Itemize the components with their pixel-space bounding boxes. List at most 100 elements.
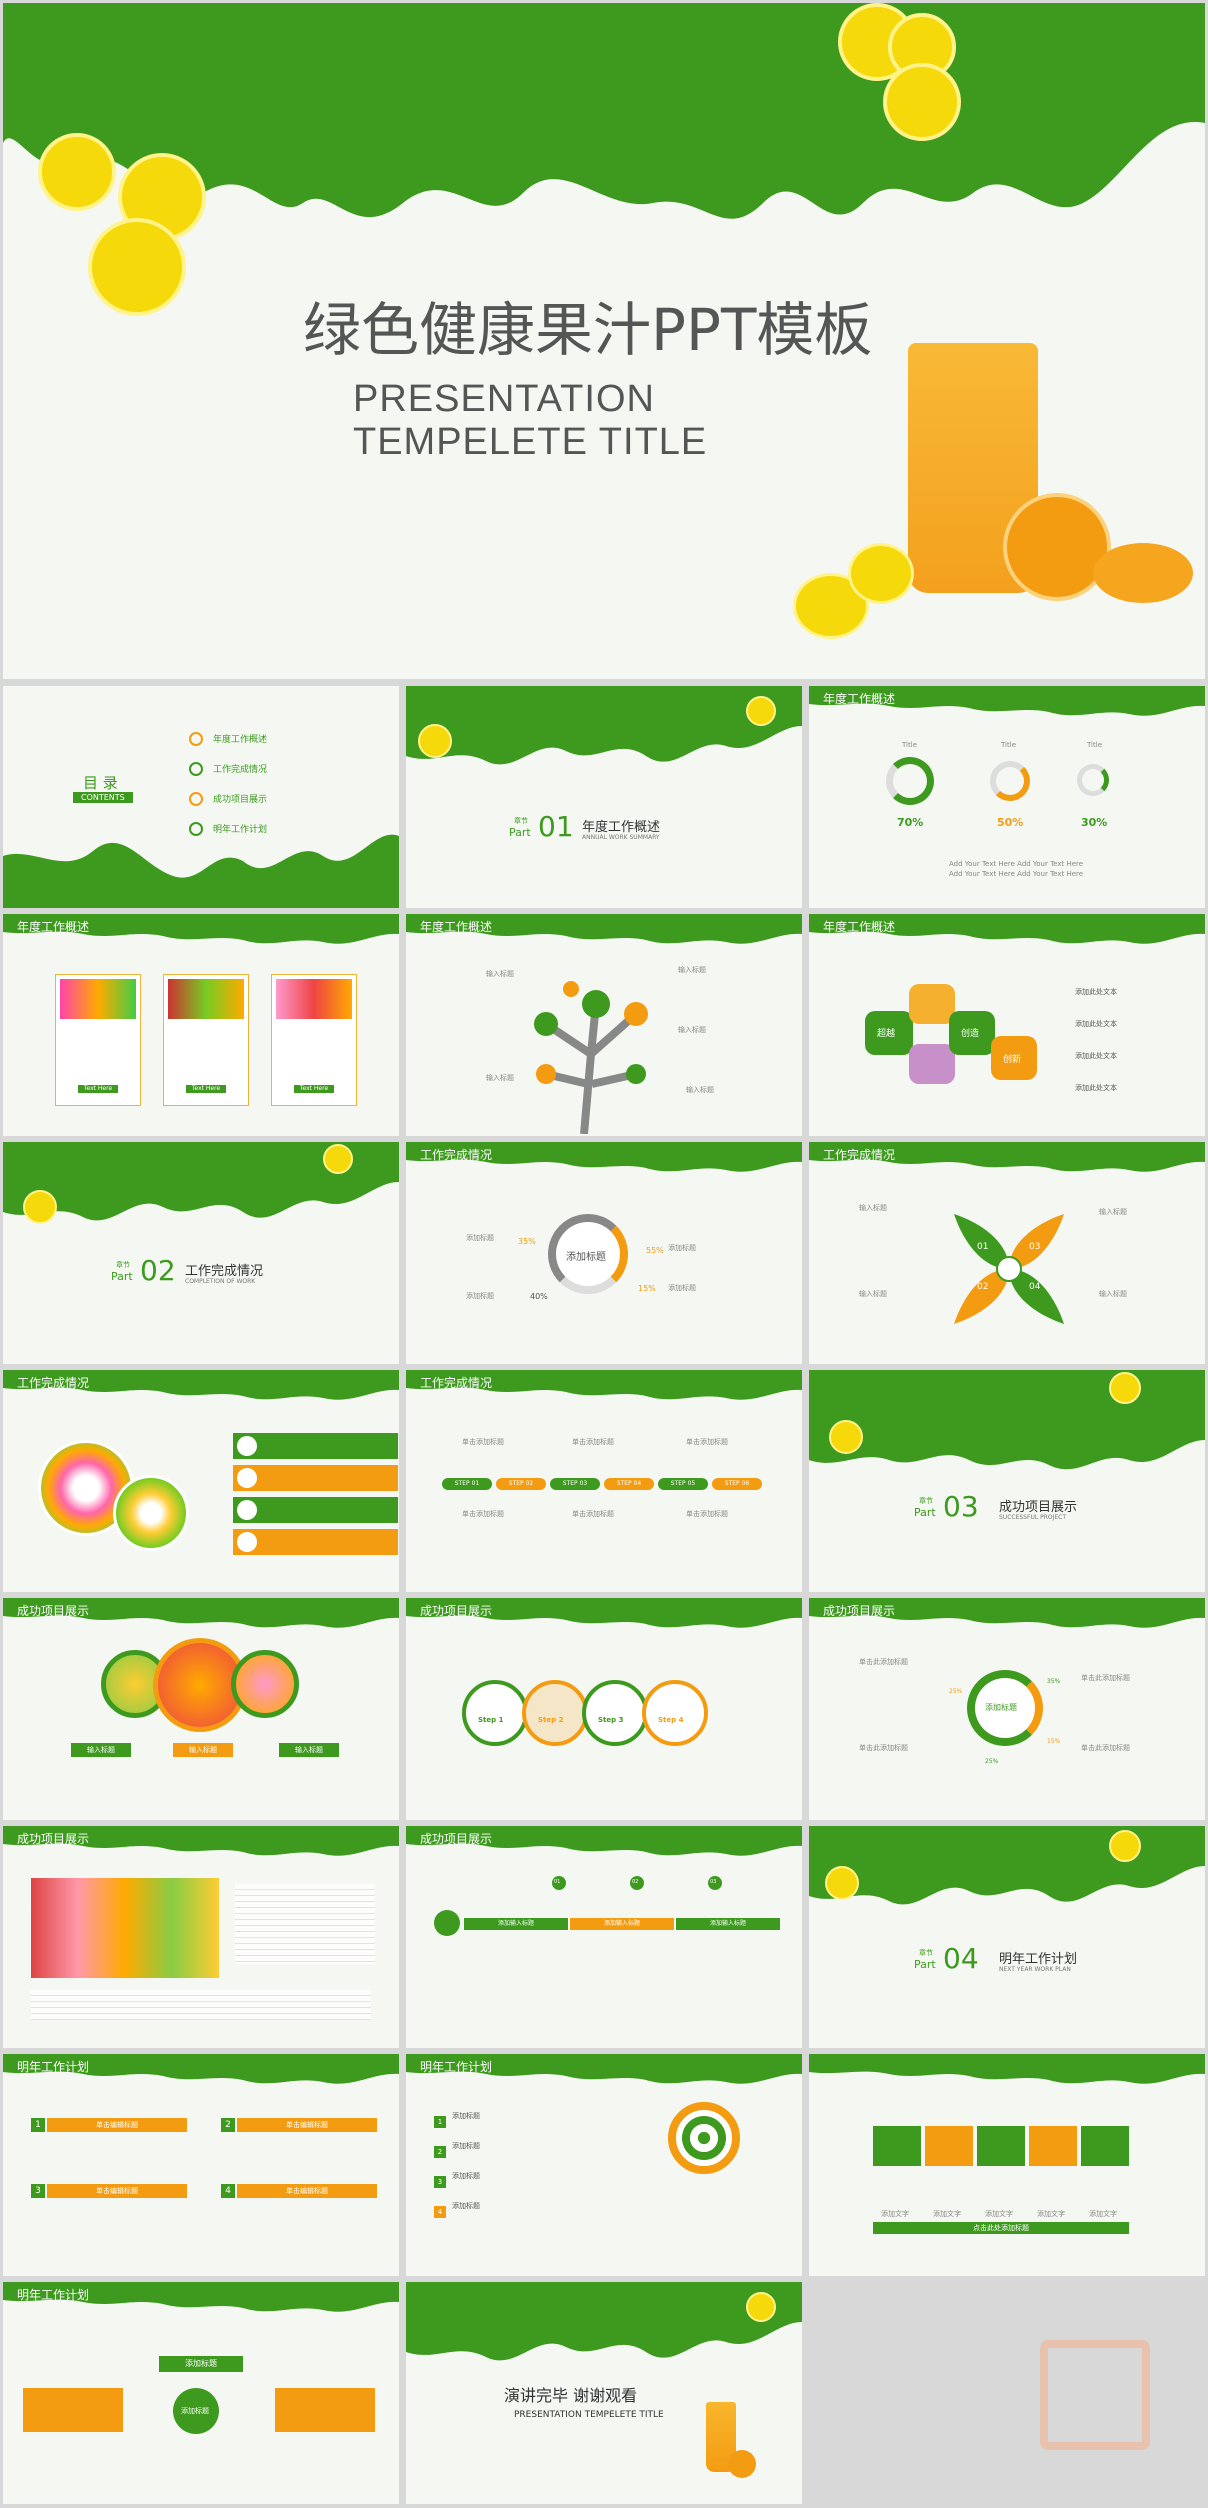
cover-subtitle: PRESENTATION TEMPELETE TITLE (353, 378, 708, 463)
steps-slide[interactable]: 工作完成情况 STEP 01 STEP 02 STEP 03 STEP 04 S… (406, 1370, 802, 1592)
lemon-slice-icon (38, 133, 116, 211)
tree-slide[interactable]: 年度工作概述 输入标题 输入标题 输入标题 输入标题 输入标题 (406, 914, 802, 1136)
hex-item: 添加此处文本 (1075, 1084, 1117, 1092)
clover-label: 输入标题 (1099, 1290, 1127, 1298)
flow-slide[interactable]: 明年工作计划 添加标题 添加标题 (3, 2282, 399, 2504)
timeline-tag-text: 02 (632, 1879, 639, 1885)
hub-label: 单击此添加标题 (1081, 1744, 1130, 1752)
timeline-tag-text: 03 (710, 1879, 717, 1885)
hub-pct: 15% (1047, 1738, 1061, 1745)
step-pill: STEP 04 (604, 1478, 654, 1490)
card-button[interactable]: Text Here (186, 1085, 226, 1093)
donut-label: 添加标题 (466, 1234, 494, 1242)
green-wave-top (406, 1826, 802, 1856)
section-02-slide[interactable]: 章节 Part 02 工作完成情况 COMPLETION OF WORK (3, 1142, 399, 1364)
green-wave-top (406, 1370, 802, 1400)
hub-pct: 25% (985, 1758, 999, 1765)
timeline-slide[interactable]: 成功项目展示 添加输入标题 添加输入标题 添加输入标题 01 02 03 (406, 1826, 802, 2048)
plan4-slide[interactable]: 明年工作计划 1 单击编辑标题 2 单击编辑标题 3 单击编辑标题 4 单击编辑… (3, 2054, 399, 2276)
step-pill: STEP 01 (442, 1478, 492, 1490)
section-num: 04 (943, 1942, 979, 1975)
icon-label: 添加文字 (985, 2210, 1013, 2218)
juice-photo (909, 1044, 955, 1084)
plan-num: 1 (31, 2118, 45, 2132)
flow-box (23, 2388, 123, 2432)
card-button[interactable]: Text Here (294, 1085, 334, 1093)
target-num: 1 (434, 2116, 446, 2128)
donut-label: 添加标题 (668, 1284, 696, 1292)
section-part: Part (509, 826, 531, 839)
donut-pct: 40% (530, 1292, 548, 1301)
slide-header: 成功项目展示 (823, 1604, 896, 1618)
ending-slide[interactable]: 演讲完毕 谢谢观看 PRESENTATION TEMPELETE TITLE (406, 2282, 802, 2504)
hub-pct: 25% (949, 1688, 963, 1695)
green-wave-top (406, 1142, 802, 1172)
section-num: 01 (538, 810, 574, 843)
contents-item[interactable]: 明年工作计划 (213, 825, 268, 835)
green-wave-top (406, 2282, 802, 2361)
hub-label: 单击此添加标题 (859, 1658, 908, 1666)
circles3-slide[interactable]: 成功项目展示 输入标题 输入标题 输入标题 (3, 1598, 399, 1820)
rings-slide[interactable]: 年度工作概述 Title Title Title 70% 50% 30% Add… (809, 686, 1205, 908)
flow-center (173, 2388, 219, 2434)
contents-slide[interactable]: 目 录 CONTENTS 年度工作概述 工作完成情况 成功项目展示 明年工作计划 (3, 686, 399, 908)
item-dot-icon (189, 822, 203, 836)
lemon-slice-icon (23, 1190, 57, 1224)
hex-slide[interactable]: 年度工作概述 超越 创造 创新 添加此处文本 添加此处文本 添加此处文本 添加此… (809, 914, 1205, 1136)
target-slide[interactable]: 明年工作计划 1 2 3 4 添加标题 添加标题 添加标题 添加标题 (406, 2054, 802, 2276)
stepflow-slide[interactable]: 成功项目展示 Step 1 Step 2 Step 3 Step 4 (406, 1598, 802, 1820)
icon-box (1029, 2126, 1077, 2166)
slide-header: 工作完成情况 (420, 1148, 493, 1162)
section-title: 年度工作概述 (582, 820, 661, 835)
section-04-slide[interactable]: 章节 Part 04 明年工作计划 NEXT YEAR WORK PLAN (809, 1826, 1205, 2048)
hex-item: 添加此处文本 (1075, 988, 1117, 996)
slide-header: 年度工作概述 (823, 920, 896, 934)
donut-slide[interactable]: 工作完成情况 添加标题 35% 55% 40% 15% 添加标题 添加标题 添加… (406, 1142, 802, 1364)
plan-bar: 单击编辑标题 (47, 2184, 187, 2198)
green-wave-top (809, 1826, 1205, 1905)
timeline-bar: 添加输入标题 (570, 1918, 674, 1930)
icon-label: 添加文字 (881, 2210, 909, 2218)
slide-header: 年度工作概述 (17, 920, 90, 934)
contents-item[interactable]: 成功项目展示 (213, 795, 268, 805)
contents-item[interactable]: 工作完成情况 (213, 765, 268, 775)
ring-value: 70% (897, 816, 924, 829)
cover-slide[interactable]: 绿色健康果汁PPT模板 PRESENTATION TEMPELETE TITLE (3, 3, 1205, 679)
section-num: 03 (943, 1490, 979, 1523)
section-label: 章节 (116, 1261, 130, 1269)
section-01-slide[interactable]: 章节 Part 01 年度工作概述 ANNUAL WORK SUMMARY (406, 686, 802, 908)
photo-list-slide[interactable]: 工作完成情况 (3, 1370, 399, 1592)
photo-text-slide[interactable]: 成功项目展示 (3, 1826, 399, 2048)
footer-bar: 点击此处添加标题 (873, 2222, 1129, 2234)
list-row (233, 1497, 398, 1523)
icon-label: 添加文字 (1089, 2210, 1117, 2218)
lemon-slice-icon (418, 724, 452, 758)
cards-slide[interactable]: 年度工作概述 Text Here Text Here Text Here (3, 914, 399, 1136)
clover-num: 02 (977, 1282, 989, 1292)
slide-header: 明年工作计划 (17, 2288, 90, 2302)
ring-title: Title (1087, 741, 1103, 749)
card-button[interactable]: Text Here (78, 1085, 118, 1093)
green-wave-top (3, 1598, 399, 1628)
step-circle (462, 1680, 528, 1746)
section-label: 章节 (919, 1949, 933, 1957)
lemon-slice-icon (825, 1866, 859, 1900)
donut-pct: 15% (638, 1284, 656, 1293)
contents-item[interactable]: 年度工作概述 (213, 735, 268, 745)
slide-header: 明年工作计划 (420, 2060, 493, 2074)
section-03-slide[interactable]: 章节 Part 03 成功项目展示 SUCCESSFUL PROJECT (809, 1370, 1205, 1592)
note-text: Add Your Text Here Add Your Text Here (949, 870, 1084, 878)
icons5-slide[interactable]: 添加文字 添加文字 添加文字 添加文字 添加文字 点击此处添加标题 (809, 2054, 1205, 2276)
list-icon (237, 1436, 257, 1456)
hub-slide[interactable]: 成功项目展示 添加标题 25% 35% 15% 25% 单击此添加标题 单击此添… (809, 1598, 1205, 1820)
circle-label: 输入标题 (173, 1743, 233, 1757)
green-wave-top (406, 1598, 802, 1628)
clover-num: 03 (1029, 1242, 1041, 1252)
juice-photo (276, 979, 352, 1019)
item-dot-icon (189, 732, 203, 746)
text-block (31, 1990, 371, 2020)
slide-header: 工作完成情况 (17, 1376, 90, 1390)
hex-shape (949, 1011, 995, 1055)
clover-slide[interactable]: 工作完成情况 01 02 03 04 输入标题 输入标题 输入标题 输入标题 (809, 1142, 1205, 1364)
list-row (233, 1465, 398, 1491)
